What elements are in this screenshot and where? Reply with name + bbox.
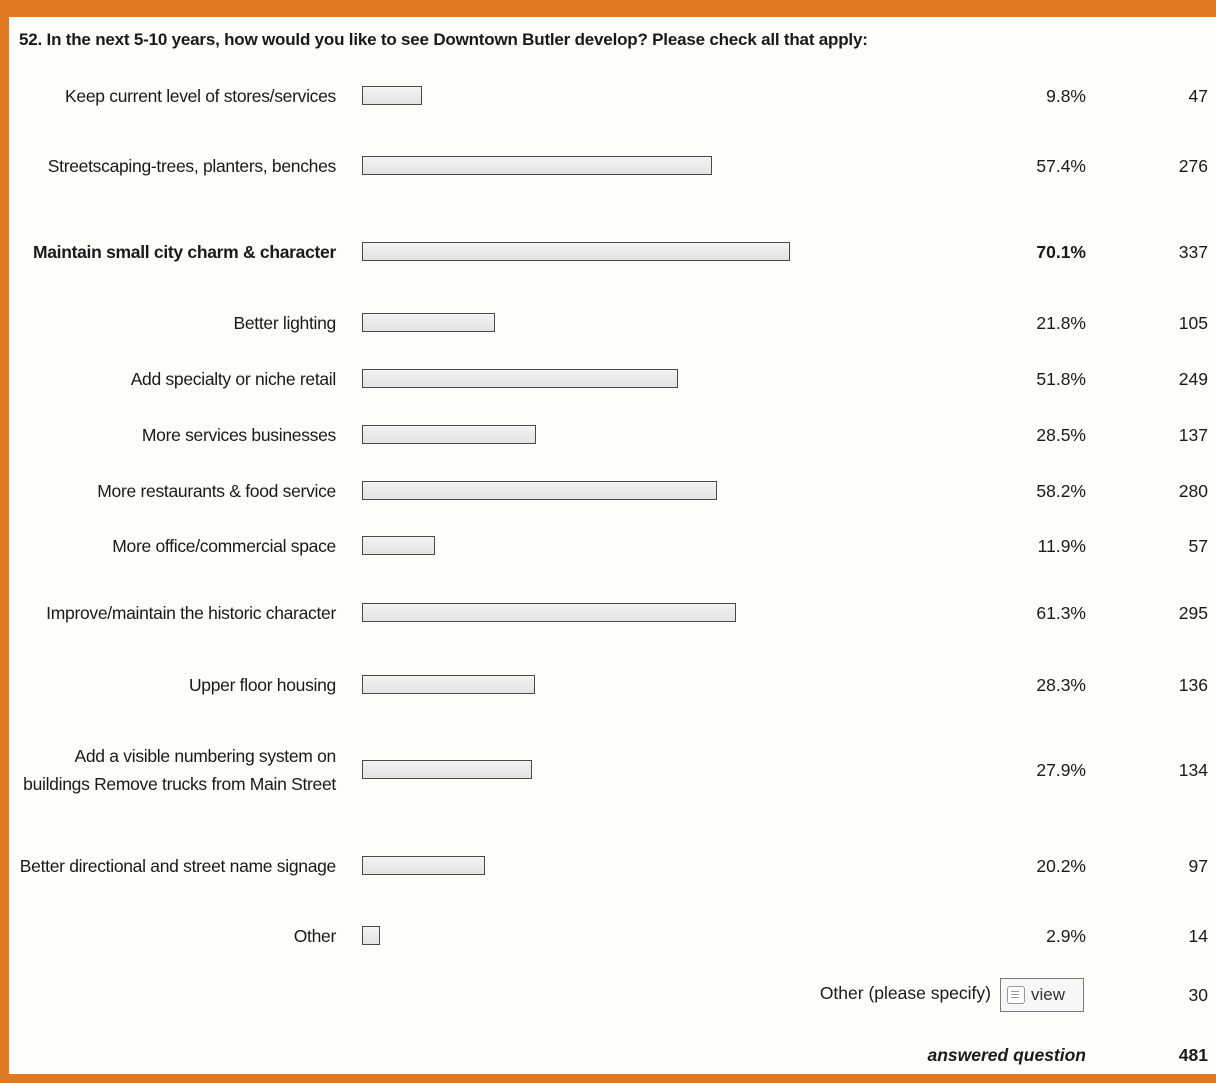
response-bar xyxy=(362,536,435,555)
category-label: Maintain small city charm & character xyxy=(32,242,336,262)
comment-icon xyxy=(1007,986,1025,1004)
response-count: 276 xyxy=(1178,156,1208,176)
category-label: Better lighting xyxy=(233,313,336,333)
response-count: 134 xyxy=(1178,760,1208,780)
response-bar xyxy=(362,603,736,622)
response-percent: 21.8% xyxy=(1036,313,1086,333)
response-bar xyxy=(362,760,533,779)
response-count: 97 xyxy=(1188,856,1208,876)
category-label: Add a visible numbering system on buildi… xyxy=(23,746,336,794)
response-count: 337 xyxy=(1178,242,1208,262)
response-bar xyxy=(362,425,536,444)
response-percent: 51.8% xyxy=(1036,369,1086,389)
response-count: 136 xyxy=(1178,675,1208,695)
other-specify-label: Other (please specify) xyxy=(819,983,991,1003)
question-title: 52. In the next 5-10 years, how would yo… xyxy=(19,30,868,49)
response-bar xyxy=(362,86,422,105)
answered-question-count: 481 xyxy=(1178,1045,1208,1065)
response-percent: 61.3% xyxy=(1036,603,1086,623)
response-bar xyxy=(362,242,790,261)
response-percent: 11.9% xyxy=(1037,536,1086,556)
view-button[interactable]: view xyxy=(1000,978,1084,1012)
category-label: Upper floor housing xyxy=(188,675,336,695)
response-count: 249 xyxy=(1178,369,1208,389)
category-label: Other xyxy=(293,926,337,946)
answered-question-label: answered question xyxy=(927,1045,1086,1065)
response-percent: 9.8% xyxy=(1046,86,1086,106)
response-count: 295 xyxy=(1178,603,1208,623)
response-percent: 28.3% xyxy=(1036,675,1086,695)
response-percent: 27.9% xyxy=(1036,760,1086,780)
response-count: 105 xyxy=(1178,313,1208,333)
response-bar xyxy=(362,369,678,388)
response-count: 280 xyxy=(1178,481,1208,501)
response-count: 137 xyxy=(1178,425,1208,445)
category-label: Better directional and street name signa… xyxy=(19,856,337,876)
category-label: Streetscaping-trees, planters, benches xyxy=(47,156,337,176)
category-label: Add specialty or niche retail xyxy=(130,369,337,389)
response-count: 47 xyxy=(1188,86,1208,106)
response-percent: 2.9% xyxy=(1046,926,1086,946)
response-percent: 20.2% xyxy=(1036,856,1086,876)
response-percent: 58.2% xyxy=(1036,481,1086,501)
category-label: More services businesses xyxy=(141,425,336,445)
other-specify-count: 30 xyxy=(1188,985,1208,1005)
response-percent: 57.4% xyxy=(1036,156,1086,176)
category-label: More restaurants & food service xyxy=(97,481,336,501)
category-label: Improve/maintain the historic character xyxy=(46,603,336,623)
response-percent: 28.5% xyxy=(1036,425,1086,445)
view-button-label: view xyxy=(1031,985,1066,1004)
response-count: 57 xyxy=(1188,536,1208,556)
response-percent: 70.1% xyxy=(1036,242,1086,262)
response-bar xyxy=(362,675,535,694)
response-bar xyxy=(362,481,718,500)
response-bar xyxy=(362,926,380,945)
response-bar xyxy=(362,156,713,175)
response-count: 14 xyxy=(1188,926,1208,946)
response-bar xyxy=(362,313,495,332)
category-label: Keep current level of stores/services xyxy=(65,86,336,106)
response-bar xyxy=(362,856,486,875)
category-label: More office/commercial space xyxy=(112,536,336,556)
